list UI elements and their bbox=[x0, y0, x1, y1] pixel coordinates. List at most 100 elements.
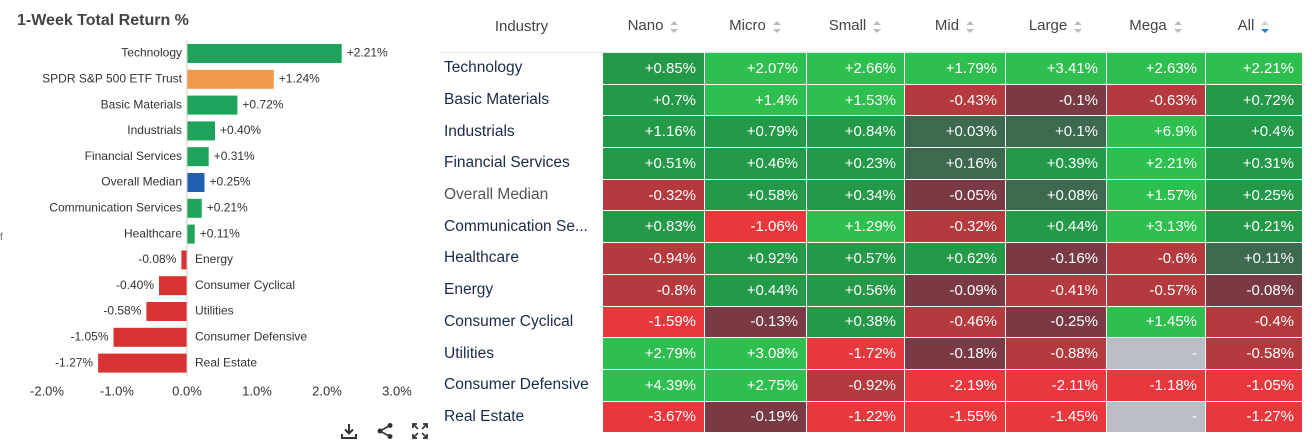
heatmap-cell: -0.08% bbox=[1205, 273, 1303, 307]
industry-label: Financial Services bbox=[440, 147, 603, 180]
heatmap-cell: -0.32% bbox=[904, 210, 1006, 244]
heatmap-cell: -0.18% bbox=[904, 337, 1006, 370]
heatmap-cell: -1.55% bbox=[904, 400, 1006, 434]
column-header-mega[interactable]: Mega bbox=[1106, 0, 1206, 53]
heatmap-cell: +0.1% bbox=[1005, 115, 1107, 149]
industry-label: Real Estate bbox=[440, 400, 603, 434]
heatmap-cell: -0.13% bbox=[704, 305, 807, 339]
heatmap-cell: +0.4% bbox=[1205, 115, 1303, 149]
column-header-nano[interactable]: Nano bbox=[602, 0, 705, 53]
sort-icon[interactable] bbox=[872, 19, 882, 35]
heatmap-cell: -0.8% bbox=[602, 273, 705, 307]
heatmap-cell: -0.16% bbox=[1005, 242, 1107, 275]
heatmap-cell: +2.66% bbox=[806, 52, 905, 85]
x-tick-label: 2.0% bbox=[312, 383, 342, 398]
table-row: Consumer Cyclical -1.59% -0.13% +0.38% -0.46… bbox=[440, 305, 1303, 339]
category-label: Financial Services bbox=[85, 149, 182, 163]
heatmap-cell: +0.72% bbox=[1205, 83, 1303, 117]
heatmap-cell: -3.67% bbox=[602, 400, 705, 434]
sort-icon[interactable] bbox=[1260, 19, 1270, 35]
sort-icon[interactable] bbox=[1073, 19, 1083, 35]
data-label: +0.40% bbox=[220, 123, 261, 137]
column-header-small[interactable]: Small bbox=[806, 0, 905, 53]
heatmap-cell: +0.7% bbox=[602, 83, 705, 117]
heatmap-cell: +0.44% bbox=[704, 273, 807, 307]
download-icon[interactable] bbox=[340, 422, 358, 440]
table-row: Communication Se... +0.83% -1.06% +1.29% -0.… bbox=[440, 210, 1303, 244]
bar bbox=[98, 353, 187, 373]
heatmap-cell: +0.84% bbox=[806, 115, 905, 149]
category-label: Utilities bbox=[195, 304, 234, 318]
category-label: Communication Services bbox=[49, 200, 182, 214]
industry-label: Healthcare bbox=[440, 242, 603, 275]
heatmap-cell: -0.6% bbox=[1106, 242, 1206, 275]
heatmap-cell: +1.4% bbox=[704, 83, 807, 117]
industry-label: Energy bbox=[440, 273, 603, 307]
column-header-mid[interactable]: Mid bbox=[904, 0, 1006, 53]
table-row: Healthcare -0.94% +0.92% +0.57% +0.62% -0.16%… bbox=[440, 242, 1303, 275]
table-row: Financial Services +0.51% +0.46% +0.23% +0.1… bbox=[440, 147, 1303, 180]
industry-label: Technology bbox=[440, 52, 603, 85]
expand-icon[interactable] bbox=[411, 422, 429, 440]
sort-icon[interactable] bbox=[772, 19, 782, 35]
heatmap-cell: +0.58% bbox=[704, 178, 807, 212]
heatmap-cell: +0.38% bbox=[806, 305, 905, 339]
heatmap-cell: -1.06% bbox=[704, 210, 807, 244]
heatmap-cell: +0.83% bbox=[602, 210, 705, 244]
bar bbox=[187, 224, 195, 244]
heatmap-cell: +0.57% bbox=[806, 242, 905, 275]
sort-icon[interactable] bbox=[669, 19, 679, 35]
column-header-industry[interactable]: Industry bbox=[440, 0, 603, 53]
industry-label: Overall Median bbox=[440, 178, 603, 212]
share-icon[interactable] bbox=[376, 422, 394, 440]
data-label: +0.31% bbox=[214, 149, 255, 163]
heatmap-cell: +0.03% bbox=[904, 115, 1006, 149]
data-label: -0.08% bbox=[138, 252, 176, 266]
sort-icon[interactable] bbox=[1173, 19, 1183, 35]
x-tick-label: -1.0% bbox=[100, 383, 134, 398]
category-label: Energy bbox=[195, 252, 233, 266]
data-label: -0.58% bbox=[103, 304, 141, 318]
bar-chart-panel: 1-Week Total Return % f Technology +2.21%… bbox=[0, 0, 440, 442]
column-header-label: Micro bbox=[729, 17, 766, 35]
heatmap-cell: +2.07% bbox=[704, 52, 807, 85]
category-label: Consumer Defensive bbox=[195, 329, 307, 343]
heatmap-cell: +2.21% bbox=[1205, 52, 1303, 85]
column-header-label: Nano bbox=[627, 17, 664, 35]
industry-label: Consumer Defensive bbox=[440, 368, 603, 402]
heatmap-cell: -1.22% bbox=[806, 400, 905, 434]
heatmap-cell: -0.63% bbox=[1106, 83, 1206, 117]
industry-label: Basic Materials bbox=[440, 83, 603, 117]
heatmap-header-row: Industry Nano Micro Small Mid Large Mega All bbox=[440, 0, 1303, 53]
heatmap-cell: +0.31% bbox=[1205, 147, 1303, 180]
column-header-all[interactable]: All bbox=[1205, 0, 1303, 53]
heatmap-cell: -0.92% bbox=[806, 368, 905, 402]
heatmap-cell: -0.88% bbox=[1005, 337, 1107, 370]
table-row: Real Estate -3.67% -0.19% -1.22% -1.55% -1.45… bbox=[440, 400, 1303, 434]
x-tick-label: 1.0% bbox=[242, 383, 272, 398]
column-header-micro[interactable]: Micro bbox=[704, 0, 807, 53]
heatmap-cell: +0.51% bbox=[602, 147, 705, 180]
heatmap-cell: +0.39% bbox=[1005, 147, 1107, 180]
table-row: Energy -0.8% +0.44% +0.56% -0.09% -0.41% -0.57… bbox=[440, 273, 1303, 307]
heatmap-cell: +0.46% bbox=[704, 147, 807, 180]
heatmap-cell: +0.11% bbox=[1205, 242, 1303, 275]
heatmap-cell: -1.18% bbox=[1106, 368, 1206, 402]
heatmap-cell: -1.27% bbox=[1205, 400, 1303, 434]
data-label: +0.25% bbox=[210, 175, 251, 189]
bar bbox=[187, 173, 205, 192]
heatmap-cell: -1.72% bbox=[806, 337, 905, 370]
sort-icon[interactable] bbox=[965, 19, 975, 35]
heatmap-cell: +2.63% bbox=[1106, 52, 1206, 85]
category-label: Real Estate bbox=[195, 355, 257, 369]
column-header-large[interactable]: Large bbox=[1005, 0, 1107, 53]
heatmap-cell: +0.16% bbox=[904, 147, 1006, 180]
heatmap-cell: -0.58% bbox=[1205, 337, 1303, 370]
heatmap-cell: -2.11% bbox=[1005, 368, 1107, 402]
data-label: -0.40% bbox=[116, 278, 154, 292]
heatmap-cell: +2.79% bbox=[602, 337, 705, 370]
category-label: Technology bbox=[121, 46, 182, 60]
bar bbox=[181, 250, 187, 270]
heatmap-cell: -0.25% bbox=[1005, 305, 1107, 339]
bar bbox=[113, 327, 187, 347]
